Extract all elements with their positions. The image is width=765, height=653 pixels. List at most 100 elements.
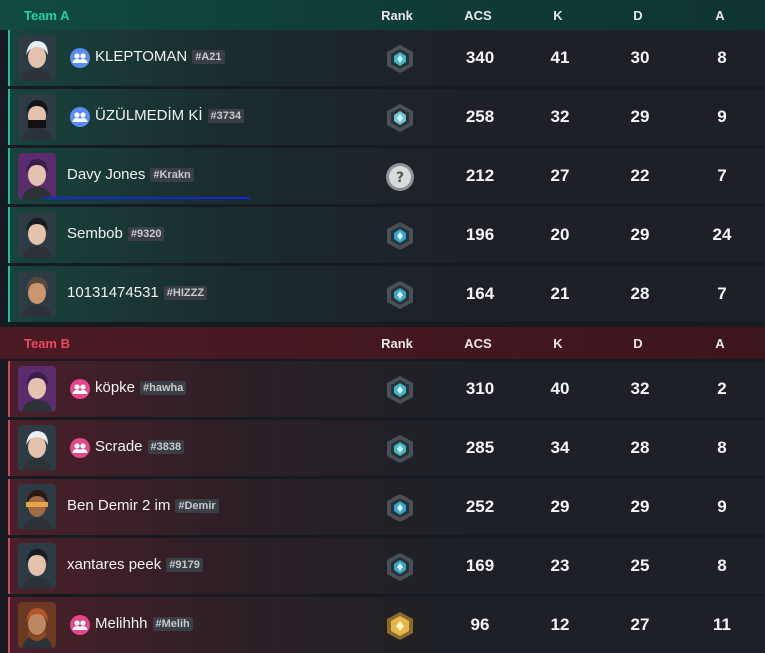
kills-value: 21: [550, 284, 570, 303]
acs-value: 340: [465, 48, 495, 67]
kills-value: 20: [550, 225, 570, 244]
assists-value: 9: [717, 107, 727, 126]
acs-value: 169: [465, 556, 495, 575]
kills-value: 40: [550, 379, 570, 398]
platinum-rank-icon: [384, 102, 416, 134]
team-b-name: Team B: [24, 335, 70, 351]
acs-column-header: ACS: [464, 7, 492, 23]
assists-value: 7: [717, 166, 727, 185]
team-a-name: Team A: [24, 7, 70, 23]
assists-value: 8: [717, 438, 727, 457]
player-name-cell: Sembob #9320: [67, 225, 165, 242]
player-row[interactable]: xantares peek #9179 169 23 25 8: [8, 538, 765, 594]
acs-value: 252: [465, 497, 495, 516]
deaths-value: 28: [630, 438, 650, 457]
ascendant-rank-icon: [384, 43, 416, 75]
ascendant-rank-icon: [384, 433, 416, 465]
player-name-cell: köpke #hawha: [95, 379, 187, 396]
team-a-header: Team A Rank ACS K D A: [0, 0, 765, 30]
deaths-column-header: D: [633, 335, 643, 351]
player-tag: #Demir: [175, 499, 219, 513]
dark-haired-agent-icon: [18, 212, 56, 258]
player-row[interactable]: KLEPTOMAN #A21 340 41 30 8: [8, 30, 765, 86]
team-b-header: Team B Rank ACS K D A: [0, 327, 765, 359]
purple-haired-agent-icon: [18, 153, 56, 199]
assists-value: 9: [717, 497, 727, 516]
assists-value: 8: [717, 556, 727, 575]
player-row[interactable]: Ben Demir 2 im #Demir 252 29 29 9: [8, 479, 765, 535]
deaths-value: 32: [630, 379, 650, 398]
party-icon: [70, 615, 90, 635]
player-row[interactable]: Sembob #9320 196 20 29 24: [8, 207, 765, 263]
kills-value: 34: [550, 438, 570, 457]
svg-text:?: ?: [396, 170, 404, 186]
diamond-rank-icon: [384, 551, 416, 583]
name-underline: [44, 197, 250, 199]
assists-value: 7: [717, 284, 727, 303]
player-name: ÜZÜLMEDİM Kİ: [95, 107, 203, 124]
player-name-cell: Davy Jones #Krakn: [67, 166, 194, 183]
unknown-rank-icon: ?: [384, 161, 416, 193]
player-row[interactable]: ÜZÜLMEDİM Kİ #3734 258 32 29 9: [8, 89, 765, 145]
deaths-value: 29: [630, 107, 650, 126]
party-icon: [70, 438, 90, 458]
acs-value: 196: [465, 225, 495, 244]
player-name-cell: ÜZÜLMEDİM Kİ #3734: [95, 107, 245, 124]
player-name-cell: Scrade #3838: [95, 438, 185, 455]
player-name: köpke: [95, 379, 136, 396]
player-row[interactable]: Melihhh #Melih 96 12 27 11: [8, 597, 765, 653]
acs-value: 310: [465, 379, 495, 398]
player-name: Davy Jones: [67, 166, 146, 183]
player-tag: #A21: [192, 50, 225, 64]
player-name-cell: xantares peek #9179: [67, 556, 203, 573]
deaths-value: 29: [630, 497, 650, 516]
player-name: Sembob: [67, 225, 123, 242]
player-name-cell: Ben Demir 2 im #Demir: [67, 497, 219, 514]
party-icon: [70, 48, 90, 68]
diamond-rank-icon: [384, 279, 416, 311]
player-tag: #hawha: [140, 381, 187, 395]
player-name-cell: 10131474531 #HIZZZ: [67, 284, 208, 301]
acs-value: 258: [465, 107, 495, 126]
player-name: Scrade: [95, 438, 143, 455]
player-name: Melihhh: [95, 615, 148, 632]
party-icon: [70, 379, 90, 399]
acs-column-header: ACS: [464, 335, 492, 351]
player-tag: #9179: [166, 558, 203, 572]
visor-agent-icon: [18, 484, 56, 530]
acs-value: 164: [465, 284, 495, 303]
gold-rank-icon: [384, 610, 416, 642]
assists-column-header: A: [715, 7, 725, 23]
rank-column-header: Rank: [381, 7, 413, 23]
acs-value: 212: [465, 166, 495, 185]
acs-value: 96: [470, 615, 490, 634]
diamond-rank-icon: [384, 220, 416, 252]
deaths-value: 27: [630, 615, 650, 634]
acs-value: 285: [465, 438, 495, 457]
bald-agent-icon: [18, 271, 56, 317]
player-row[interactable]: Davy Jones #Krakn? 212 27 22 7: [8, 148, 765, 204]
player-name: xantares peek: [67, 556, 162, 573]
assists-value: 11: [713, 615, 731, 634]
deaths-value: 22: [630, 166, 650, 185]
assists-value: 24: [712, 225, 732, 244]
white-haired-agent-icon: [18, 35, 56, 81]
purple-haired-agent-icon: [18, 366, 56, 412]
player-row[interactable]: köpke #hawha 310 40 32 2: [8, 361, 765, 417]
player-row[interactable]: Scrade #3838 285 34 28 8: [8, 420, 765, 476]
player-name: KLEPTOMAN: [95, 48, 188, 65]
assists-column-header: A: [715, 335, 725, 351]
rank-column-header: Rank: [381, 335, 413, 351]
kills-column-header: K: [553, 7, 563, 23]
player-tag: #3838: [147, 440, 185, 454]
player-tag: #Melih: [152, 617, 193, 631]
deaths-value: 30: [630, 48, 650, 67]
masked-agent-icon: [18, 94, 56, 140]
player-tag: #9320: [127, 227, 165, 241]
player-name-cell: KLEPTOMAN #A21: [95, 48, 225, 65]
kills-column-header: K: [553, 335, 563, 351]
player-row[interactable]: 10131474531 #HIZZZ 164 21 28 7: [8, 266, 765, 322]
kills-value: 41: [550, 48, 570, 67]
white-haired-agent-icon: [18, 425, 56, 471]
deaths-column-header: D: [633, 7, 643, 23]
